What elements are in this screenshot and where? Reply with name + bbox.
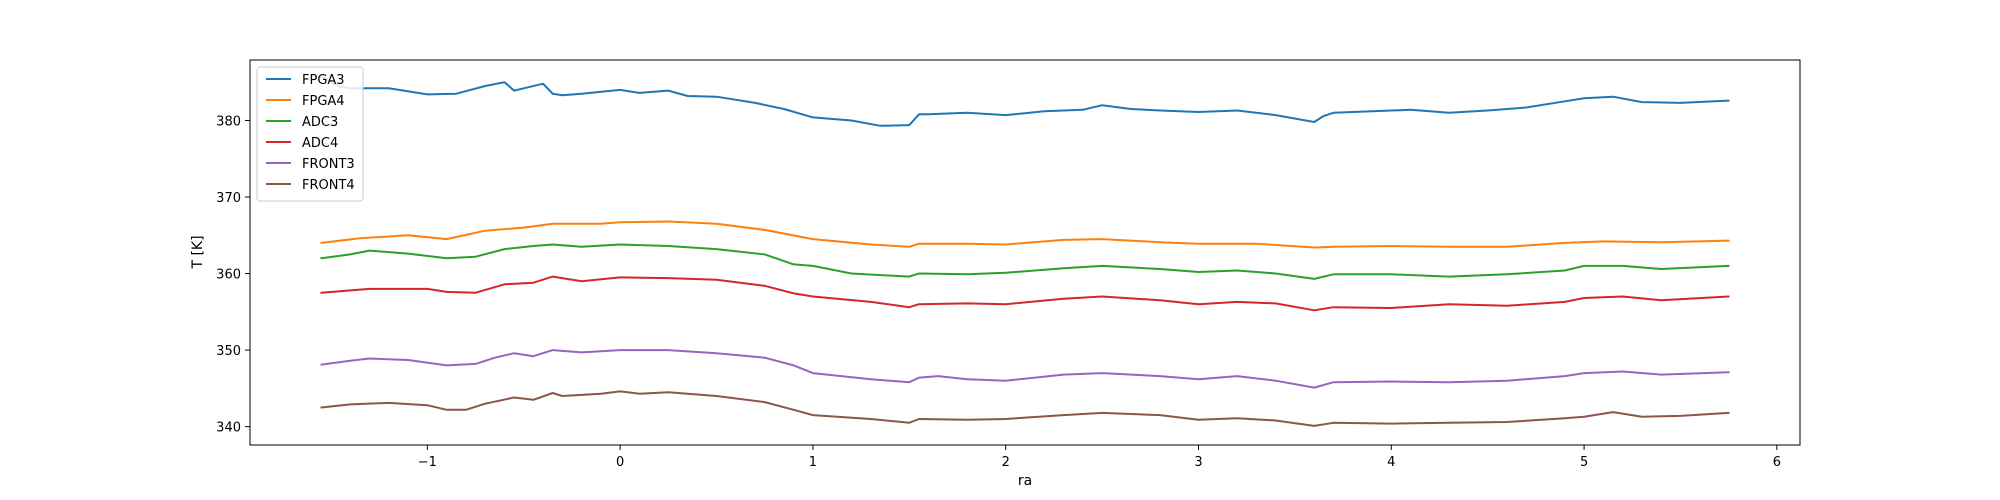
y-tick-label: 350	[216, 344, 241, 359]
series-line-fpga3	[320, 75, 1730, 127]
legend-label-adc4: ADC4	[302, 136, 338, 151]
x-tick-label: −1	[418, 455, 437, 470]
plot-frame	[249, 59, 1801, 446]
legend-label-front4: FRONT4	[302, 178, 355, 193]
x-tick-label: 2	[1002, 455, 1010, 470]
y-tick-label: 340	[216, 421, 241, 436]
y-axis-label: T [K]	[190, 235, 206, 269]
legend-label-fpga3: FPGA3	[302, 73, 345, 88]
x-tick-label: 0	[616, 455, 624, 470]
y-axis: 340 350 360 370 380	[216, 114, 250, 436]
x-tick-label: 1	[809, 455, 817, 470]
x-tick-label: 6	[1773, 455, 1781, 470]
y-tick-label: 370	[216, 191, 241, 206]
legend: FPGA3 FPGA4 ADC3 ADC4 FRONT3 FRONT4	[256, 66, 364, 202]
series-line-front4	[320, 390, 1730, 427]
x-tick-label: 4	[1387, 455, 1395, 470]
x-axis: −1 0 1 2 3 4 5 6	[418, 445, 1781, 470]
y-tick-label: 360	[216, 268, 241, 283]
series-line-adc4	[320, 275, 1730, 312]
legend-label-adc3: ADC3	[302, 115, 338, 130]
x-tick-label: 5	[1580, 455, 1588, 470]
y-tick-label: 380	[216, 114, 241, 129]
x-axis-label: ra	[1018, 473, 1032, 489]
series-line-front3	[320, 349, 1730, 389]
series-line-adc3	[320, 243, 1730, 280]
series-line-fpga4	[320, 220, 1730, 249]
legend-label-fpga4: FPGA4	[302, 94, 345, 109]
x-tick-label: 3	[1194, 455, 1202, 470]
series-layer	[320, 75, 1730, 427]
legend-label-front3: FRONT3	[302, 157, 355, 172]
